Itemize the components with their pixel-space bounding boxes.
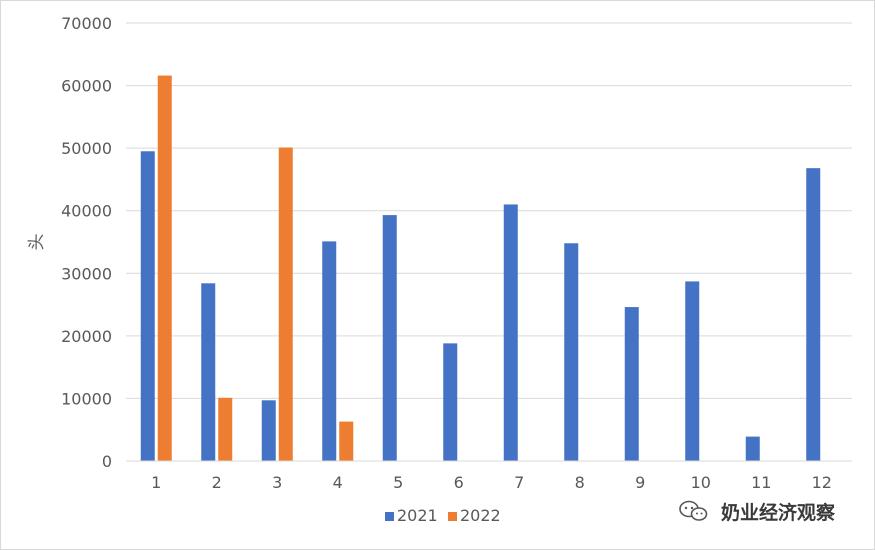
y-axis-ticks: 0 10000 20000 30000 40000 50000 60000 70000 [61,14,112,471]
bar-2022-4 [339,421,354,461]
legend-swatch-2021 [385,512,394,521]
legend-swatch-2022 [448,512,457,521]
gridlines [126,22,852,399]
bar-2021-9 [624,307,639,461]
x-tick-label: 11 [751,473,771,492]
x-tick-label: 10 [691,473,711,492]
x-tick-label: 7 [514,473,524,492]
x-tick-label: 6 [454,473,464,492]
bar-2021-8 [564,243,579,461]
y-tick-label: 50000 [61,139,112,158]
y-axis-label: 头 [27,234,47,251]
bar-2021-2 [201,283,216,461]
legend-label-2022: 2022 [460,506,501,525]
bar-2021-7 [503,204,518,461]
watermark-text: 奶业经济观察 [721,501,836,524]
bar-2021-4 [322,241,337,461]
bars [140,75,821,461]
y-tick-label: 70000 [61,14,112,33]
bar-2021-1 [140,151,155,461]
x-axis-ticks: 1 2 3 4 5 6 7 8 9 10 11 12 [151,473,832,492]
wechat-icon [679,500,708,521]
y-tick-label: 10000 [61,389,112,408]
bar-2021-11 [745,436,760,461]
bar-2021-10 [685,281,700,461]
legend-label-2021: 2021 [397,506,438,525]
x-tick-label: 9 [635,473,645,492]
bar-2021-12 [806,168,821,461]
x-tick-label: 3 [272,473,282,492]
y-tick-label: 20000 [61,327,112,346]
y-tick-label: 60000 [61,77,112,96]
legend: 2021 2022 [385,506,501,525]
y-tick-label: 30000 [61,264,112,283]
bar-2021-5 [382,215,397,461]
x-tick-label: 5 [393,473,403,492]
bar-2022-3 [278,147,293,461]
y-tick-label: 40000 [61,202,112,221]
bar-2021-6 [443,343,458,461]
bar-2022-1 [157,75,172,461]
bar-2022-2 [218,397,233,461]
watermark: 奶业经济观察 [679,500,836,524]
x-tick-label: 12 [812,473,832,492]
y-tick-label: 0 [102,452,112,471]
x-tick-label: 1 [151,473,161,492]
x-tick-label: 4 [333,473,343,492]
bar-2021-3 [261,400,276,461]
x-tick-label: 2 [212,473,222,492]
x-tick-label: 8 [575,473,585,492]
